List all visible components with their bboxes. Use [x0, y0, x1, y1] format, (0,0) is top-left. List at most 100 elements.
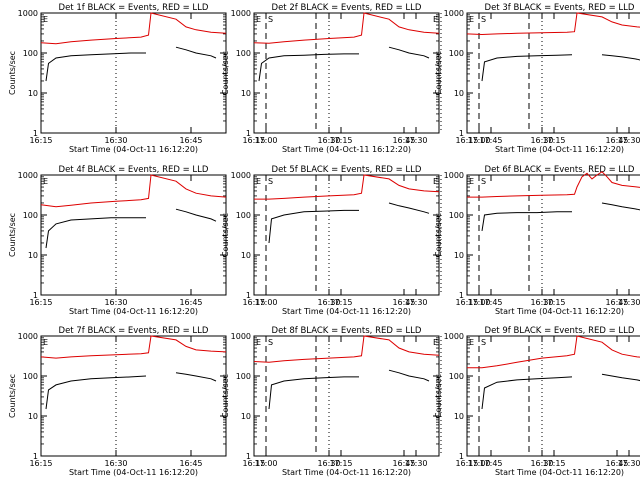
marker-label: E: [256, 15, 261, 24]
y-tick-label: 1: [246, 291, 251, 300]
y-axis-label: Counts/sec: [8, 213, 17, 257]
x-tick-label: 17:15: [542, 298, 565, 307]
x-tick-label: 16:45: [179, 298, 202, 307]
x-tick-label: 16:45: [605, 136, 628, 145]
plot-frame: [253, 174, 440, 296]
y-tick-label: 1000: [444, 332, 464, 341]
y-tick-label: 10: [454, 412, 464, 421]
x-tick-label: 16:45: [392, 459, 415, 468]
plot-frame: [466, 12, 640, 134]
x-tick-label: 16:30: [530, 298, 553, 307]
x-tick-label: 17:00: [254, 459, 277, 468]
x-axis-label: Start Time (04-Oct-11 16:12:20): [495, 307, 624, 316]
events-series-line: [481, 54, 640, 82]
x-tick-label: 17:15: [329, 136, 352, 145]
x-tick-label: 17:45: [479, 459, 502, 468]
x-tick-label: 16:30: [104, 136, 127, 145]
panel-title: Det 4f BLACK = Events, RED = LLD: [59, 165, 209, 175]
x-tick-label: 17:30: [404, 298, 427, 307]
y-tick-label: 10: [241, 251, 251, 260]
x-tick-label: 17:15: [542, 136, 565, 145]
y-tick-label: 1: [33, 452, 38, 461]
x-axis-label: Start Time (04-Oct-11 16:12:20): [69, 468, 198, 477]
y-tick-label: 1: [246, 129, 251, 138]
x-tick-label: 16:30: [104, 298, 127, 307]
panel-title: Det 9f BLACK = Events, RED = LLD: [485, 326, 635, 336]
lld-series-line: [467, 335, 640, 369]
lld-series-line: [467, 171, 640, 198]
lld-series-line: [466, 12, 640, 36]
panel-title: Det 3f BLACK = Events, RED = LLD: [485, 3, 635, 13]
x-tick-label: 16:15: [455, 298, 478, 307]
y-tick-label: 100: [23, 49, 38, 58]
x-tick-label: 17:15: [542, 459, 565, 468]
y-tick-label: 1000: [231, 171, 251, 180]
y-tick-label: 100: [236, 49, 251, 58]
y-tick-label: 10: [241, 412, 251, 421]
marker-label: E: [469, 177, 474, 186]
y-tick-label: 10: [241, 89, 251, 98]
marker-label: S: [268, 338, 273, 347]
x-axis-label: Start Time (04-Oct-11 16:12:20): [495, 145, 624, 154]
plot-frame: [40, 12, 227, 134]
y-axis-label: Counts/sec: [221, 374, 230, 418]
x-tick-label: 16:15: [455, 136, 478, 145]
plot-frame: [40, 335, 227, 457]
marker-label: E: [469, 15, 474, 24]
x-tick-label: 16:15: [29, 136, 52, 145]
x-tick-label: 16:45: [179, 136, 202, 145]
x-tick-label: 17:00: [254, 298, 277, 307]
detector-panel: Det 6f BLACK = Events, RED = LLD 1 10 100 10…: [434, 165, 640, 316]
x-tick-label: 16:45: [605, 459, 628, 468]
x-tick-label: 17:30: [404, 136, 427, 145]
marker-label: E: [43, 338, 48, 347]
marker-label: E: [433, 338, 438, 347]
y-tick-label: 1: [246, 452, 251, 461]
x-tick-label: 16:45: [392, 298, 415, 307]
events-series-line: [481, 373, 640, 410]
x-tick-label: 16:30: [530, 459, 553, 468]
plot-frame: [466, 335, 640, 457]
marker-label: S: [481, 338, 486, 347]
marker-label: E: [433, 177, 438, 186]
events-series-line: [258, 46, 430, 82]
panel-title: Det 6f BLACK = Events, RED = LLD: [485, 165, 635, 175]
detector-panel: Det 4f BLACK = Events, RED = LLD 1 10 100 10…: [8, 165, 503, 316]
x-tick-label: 16:15: [242, 459, 265, 468]
x-tick-label: 17:45: [479, 298, 502, 307]
y-tick-label: 10: [28, 251, 38, 260]
y-axis-label: Counts/sec: [221, 213, 230, 257]
x-axis-label: Start Time (04-Oct-11 16:12:20): [282, 468, 411, 477]
y-tick-label: 100: [449, 49, 464, 58]
x-tick-label: 16:15: [455, 459, 478, 468]
detector-panel: Det 2f BLACK = Events, RED = LLD 1 10 100 10…: [221, 3, 640, 154]
y-tick-label: 100: [23, 372, 38, 381]
lld-series-line: [254, 174, 440, 200]
marker-label: E: [433, 15, 438, 24]
lld-series-line: [40, 335, 227, 359]
events-series-line: [45, 372, 217, 410]
x-tick-label: 16:15: [242, 136, 265, 145]
detector-panel: Det 9f BLACK = Events, RED = LLD 1 10 100 10…: [434, 326, 640, 477]
x-axis-label: Start Time (04-Oct-11 16:12:20): [69, 145, 198, 154]
lld-series-line: [253, 12, 440, 44]
x-tick-label: 17:15: [329, 298, 352, 307]
x-tick-label: 17:00: [254, 136, 277, 145]
marker-label: E: [43, 177, 48, 186]
x-axis-label: Start Time (04-Oct-11 16:12:20): [282, 145, 411, 154]
x-tick-label: 16:45: [605, 298, 628, 307]
marker-label: E: [256, 338, 261, 347]
panel-title: Det 5f BLACK = Events, RED = LLD: [272, 165, 422, 175]
y-tick-label: 10: [454, 251, 464, 260]
marker-label: S: [268, 15, 273, 24]
x-tick-label: 16:30: [317, 298, 340, 307]
y-axis-label: Counts/sec: [434, 374, 443, 418]
y-tick-label: 1000: [231, 332, 251, 341]
detector-panel: Det 3f BLACK = Events, RED = LLD 1 10 100 10…: [434, 3, 640, 154]
events-series-line: [45, 46, 217, 82]
x-tick-label: 16:30: [530, 136, 553, 145]
y-tick-label: 1000: [444, 9, 464, 18]
detector-panel: Det 1f BLACK = Events, RED = LLD 1 10 100 10…: [8, 3, 503, 154]
y-tick-label: 1: [459, 129, 464, 138]
